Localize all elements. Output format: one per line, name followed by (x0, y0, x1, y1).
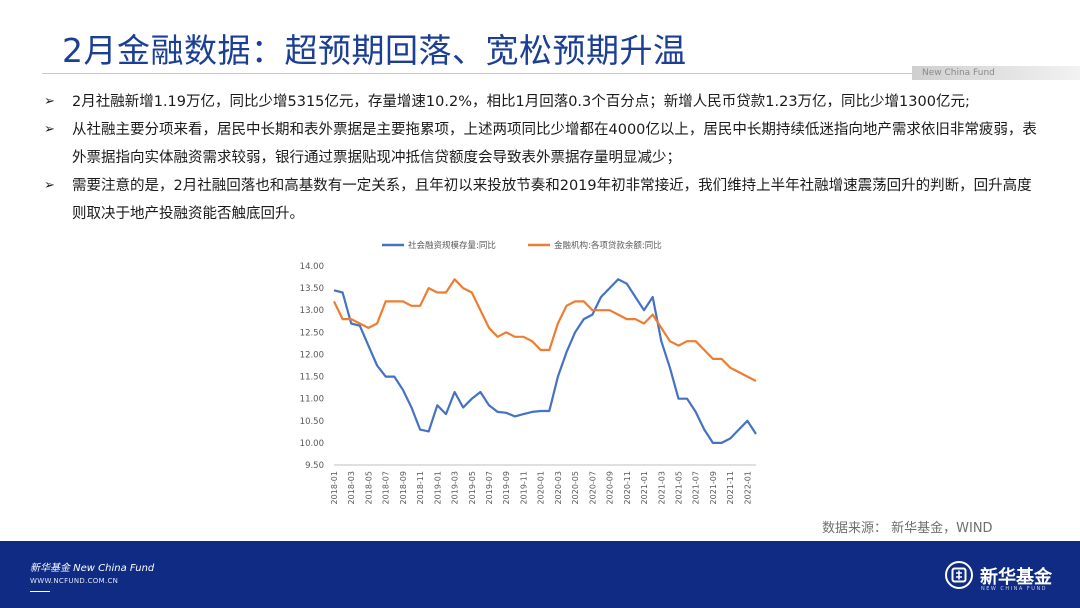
x-tick-label: 2020-11 (623, 471, 632, 504)
bullet-arrow-icon: ➢ (44, 178, 55, 193)
footer-brand: 新华基金 New China Fund (30, 563, 155, 574)
x-tick-label: 2020-01 (537, 471, 546, 504)
x-tick-label: 2021-11 (726, 471, 735, 504)
bullet-item: ➢ 从社融主要分项来看，居民中长期和表外票据是主要拖累项，上述两项同比少增都在4… (44, 116, 1044, 172)
title-divider (42, 73, 912, 74)
y-tick-label: 14.00 (300, 262, 324, 272)
x-tick-label: 2020-09 (606, 471, 615, 504)
new-china-fund-logo-icon (945, 561, 973, 589)
slide-title: 2月金融数据：超预期回落、宽松预期升温 (62, 31, 687, 70)
x-tick-label: 2020-03 (554, 471, 563, 504)
bullet-item: ➢ 需要注意的是，2月社融回落也和高基数有一定关系，且年初以来投放节奏和2019… (44, 172, 1044, 228)
y-tick-label: 12.00 (300, 350, 324, 360)
series-line (333, 278, 757, 444)
x-tick-label: 2019-03 (451, 471, 460, 504)
footer-logo-text: 新华基金 (980, 567, 1052, 588)
y-tick-label: 11.50 (300, 373, 324, 383)
y-tick-label: 13.50 (300, 284, 324, 294)
y-tick-label: 10.50 (300, 417, 324, 427)
bullet-text: 2月社融新增1.19万亿，同比少增5315亿元，存量增速10.2%，相比1月回落… (72, 94, 970, 110)
brand-tag: New China Fund (922, 68, 995, 78)
x-tick-label: 2018-05 (364, 471, 373, 504)
x-tick-label: 2018-11 (416, 471, 425, 504)
x-tick-label: 2021-01 (640, 471, 649, 504)
line-chart: 社会融资规模存量:同比 金融机构:各项贷款余额:同比 14.00 13.50 13.00… (290, 234, 770, 524)
y-tick-label: 9.50 (305, 461, 324, 471)
bullet-list: ➢ 2月社融新增1.19万亿，同比少增5315亿元，存量增速10.2%，相比1月… (44, 88, 1044, 228)
footer-logo-sub: NEW CHINA FUND (981, 586, 1048, 592)
footer-bar: 新华基金 New China Fund WWW.NCFUND.COM.CN (0, 541, 1080, 608)
legend-label: 社会融资规模存量:同比 (408, 240, 496, 251)
x-tick-label: 2021-07 (692, 471, 701, 504)
y-tick-label: 13.00 (300, 306, 324, 316)
brand-strip (912, 66, 1080, 80)
x-tick-label: 2019-09 (502, 471, 511, 504)
x-tick-label: 2018-07 (382, 471, 391, 504)
bullet-item: ➢ 2月社融新增1.19万亿，同比少增5315亿元，存量增速10.2%，相比1月… (44, 88, 1044, 116)
x-tick-label: 2018-09 (399, 471, 408, 504)
x-tick-label: 2020-07 (588, 471, 597, 504)
bullet-text: 从社融主要分项来看，居民中长期和表外票据是主要拖累项，上述两项同比少增都在400… (72, 122, 1037, 166)
x-tick-label: 2018-01 (330, 471, 339, 504)
data-source: 数据来源： 新华基金，WIND (822, 521, 993, 536)
footer-divider (30, 591, 50, 592)
series-line (333, 278, 757, 382)
chart-svg: 社会融资规模存量:同比 金融机构:各项贷款余额:同比 14.00 13.50 13.00… (300, 240, 757, 504)
bullet-arrow-icon: ➢ (44, 122, 55, 137)
x-tick-label: 2019-05 (468, 471, 477, 504)
legend-label: 金融机构:各项贷款余额:同比 (554, 240, 662, 251)
x-tick-label: 2019-01 (433, 471, 442, 504)
bullet-arrow-icon: ➢ (44, 94, 55, 109)
x-tick-label: 2022-01 (743, 471, 752, 504)
y-tick-label: 12.50 (300, 328, 324, 338)
x-tick-label: 2019-07 (485, 471, 494, 504)
x-tick-label: 2021-09 (709, 471, 718, 504)
x-tick-label: 2018-03 (347, 471, 356, 504)
footer-url: WWW.NCFUND.COM.CN (30, 577, 119, 585)
x-tick-label: 2020-05 (571, 471, 580, 504)
x-tick-label: 2021-03 (657, 471, 666, 504)
bullet-text: 需要注意的是，2月社融回落也和高基数有一定关系，且年初以来投放节奏和2019年初… (72, 178, 1032, 222)
x-tick-label: 2019-11 (519, 471, 528, 504)
y-tick-label: 11.00 (300, 395, 324, 405)
y-tick-label: 10.00 (300, 439, 324, 449)
x-tick-label: 2021-05 (674, 471, 683, 504)
